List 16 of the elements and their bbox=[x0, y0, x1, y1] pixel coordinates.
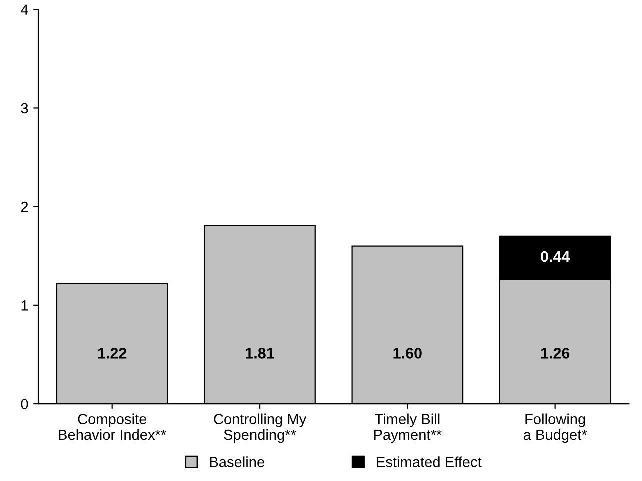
legend-label: Estimated Effect bbox=[377, 456, 482, 468]
data-label: 1.26 bbox=[541, 348, 570, 359]
y-tick-label: 0 bbox=[21, 399, 28, 410]
x-tick-label: Composite Behavior Index** bbox=[59, 414, 166, 440]
x-tick-label: Timely Bill Payment** bbox=[374, 414, 442, 444]
data-label: 0.44 bbox=[541, 251, 570, 262]
data-label: 1.81 bbox=[246, 348, 274, 359]
y-tick-label: 3 bbox=[21, 103, 28, 114]
legend-label: Baseline bbox=[210, 456, 264, 468]
y-tick-label: 2 bbox=[21, 202, 28, 212]
y-tick-label: 1 bbox=[22, 300, 28, 311]
data-label: 1.22 bbox=[98, 348, 127, 359]
x-tick-label: Controlling My Spending** bbox=[214, 414, 307, 444]
y-tick-label: 4 bbox=[21, 4, 28, 15]
data-label: 1.60 bbox=[394, 348, 422, 359]
x-tick-label: Following a Budget* bbox=[524, 414, 588, 444]
